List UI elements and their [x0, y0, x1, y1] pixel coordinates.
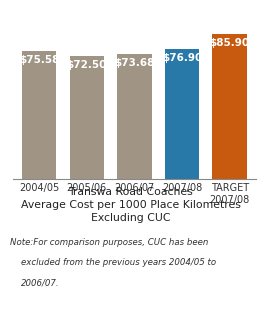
Bar: [117, 54, 152, 179]
Bar: [22, 51, 56, 179]
Bar: [212, 34, 247, 179]
Text: $72.50: $72.50: [67, 60, 107, 70]
Text: Average Cost per 1000 Place Kilometres: Average Cost per 1000 Place Kilometres: [21, 200, 240, 210]
Bar: [70, 56, 104, 179]
Text: Excluding CUC: Excluding CUC: [91, 213, 170, 223]
Text: $73.68: $73.68: [114, 59, 155, 68]
Text: excluded from the previous years 2004/05 to: excluded from the previous years 2004/05…: [21, 258, 216, 267]
Text: Note:For comparison purposes, CUC has been: Note:For comparison purposes, CUC has be…: [10, 238, 209, 247]
Text: $85.90: $85.90: [210, 38, 250, 48]
Text: 2006/07.: 2006/07.: [21, 278, 60, 287]
Bar: [165, 49, 199, 179]
Text: $76.90: $76.90: [162, 53, 202, 63]
Text: $75.58: $75.58: [19, 55, 60, 65]
Text: Transwa Road Coaches: Transwa Road Coaches: [68, 187, 193, 197]
